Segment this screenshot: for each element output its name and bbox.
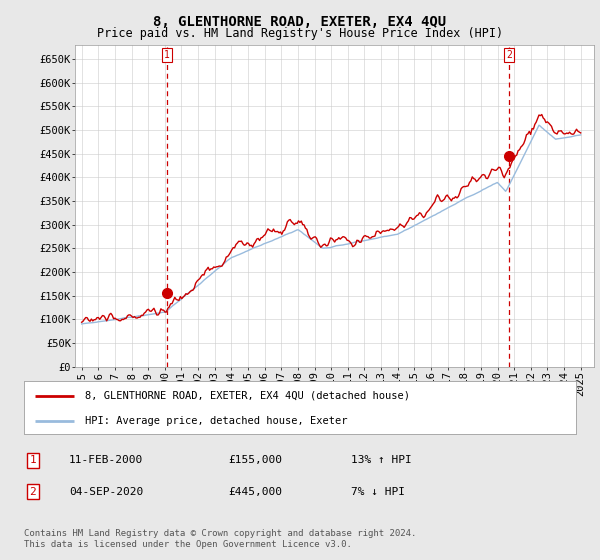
Text: 8, GLENTHORNE ROAD, EXETER, EX4 4QU: 8, GLENTHORNE ROAD, EXETER, EX4 4QU — [154, 15, 446, 29]
Text: 1: 1 — [164, 50, 170, 60]
Text: 04-SEP-2020: 04-SEP-2020 — [69, 487, 143, 497]
Text: 7% ↓ HPI: 7% ↓ HPI — [351, 487, 405, 497]
Text: £445,000: £445,000 — [228, 487, 282, 497]
Text: 1: 1 — [29, 455, 37, 465]
Text: HPI: Average price, detached house, Exeter: HPI: Average price, detached house, Exet… — [85, 416, 347, 426]
Text: 8, GLENTHORNE ROAD, EXETER, EX4 4QU (detached house): 8, GLENTHORNE ROAD, EXETER, EX4 4QU (det… — [85, 391, 410, 401]
Text: £155,000: £155,000 — [228, 455, 282, 465]
Text: 13% ↑ HPI: 13% ↑ HPI — [351, 455, 412, 465]
Text: 11-FEB-2000: 11-FEB-2000 — [69, 455, 143, 465]
Text: 2: 2 — [29, 487, 37, 497]
Text: 2: 2 — [506, 50, 512, 60]
Text: Price paid vs. HM Land Registry's House Price Index (HPI): Price paid vs. HM Land Registry's House … — [97, 27, 503, 40]
Text: Contains HM Land Registry data © Crown copyright and database right 2024.
This d: Contains HM Land Registry data © Crown c… — [24, 529, 416, 549]
